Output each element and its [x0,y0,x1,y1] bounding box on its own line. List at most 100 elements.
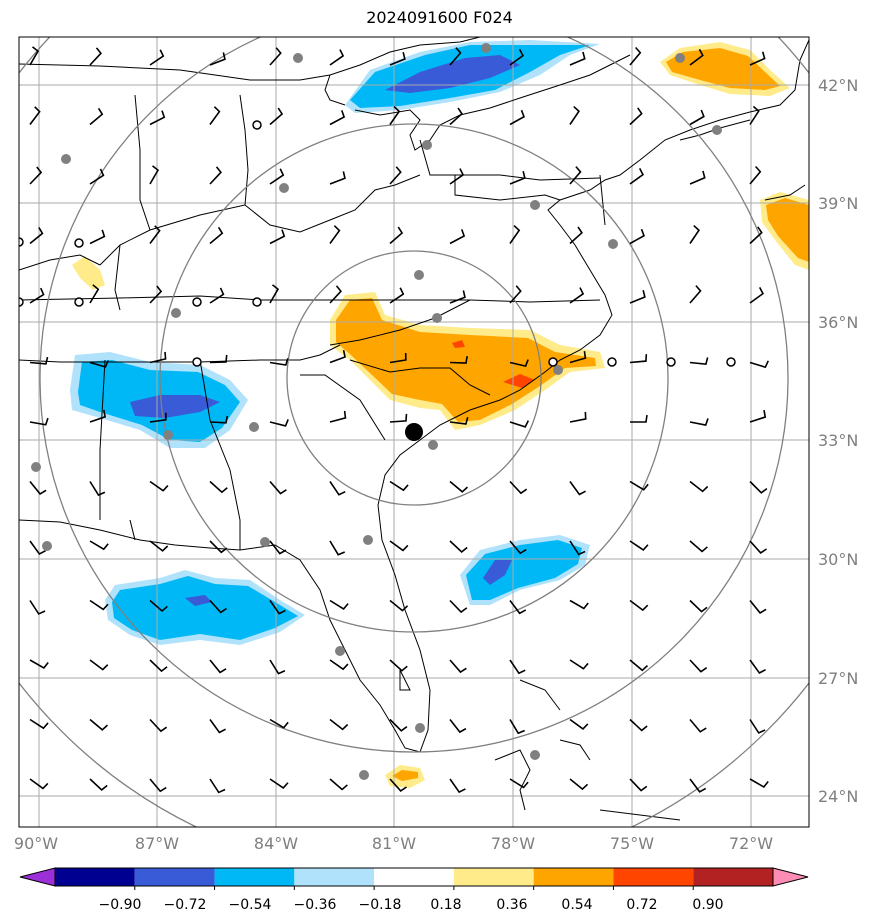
colorbar-extend-low [19,867,56,887]
wind-barb [269,600,286,615]
station-marker-open [192,297,202,307]
wind-barb [329,778,348,791]
wind-barb [389,540,409,552]
colorbar-segment [613,868,694,886]
longitude-labels: 90°W 87°W 84°W 81°W 78°W 75°W 72°W [14,834,773,853]
wind-barb [509,778,529,789]
wind-barb [689,540,708,553]
wind-barb [269,778,289,789]
wind-barb [749,540,767,554]
wind-barb [209,166,222,185]
wind-barb [389,166,402,185]
wind-barb [29,659,49,670]
station-marker [481,43,491,53]
lat-label: 36°N [818,313,858,332]
wind-barb [449,107,463,126]
wind-barb [329,540,346,556]
map-title: 2024091600 F024 [366,8,513,27]
wind-barb [569,718,589,730]
station-marker [171,308,181,318]
wind-barb [209,415,229,424]
colorbar-tick-label: 0.36 [496,897,527,913]
wind-barb [89,778,108,791]
wind-barb [149,49,165,66]
wind-barb [629,290,646,304]
station-marker [428,440,438,450]
station-marker [61,154,71,164]
wind-barb [209,52,226,66]
wind-barb [329,350,346,364]
wind-barb [689,109,705,126]
wind-barb [509,719,526,735]
wind-barb [509,659,526,675]
wind-barb [389,52,406,66]
wind-barb [209,599,227,614]
wind-barb [149,165,160,185]
wind-barb [689,718,707,733]
wind-barb [329,659,349,671]
wind-barb [749,165,762,185]
wind-barb [209,540,228,554]
wind-barb [449,599,468,614]
wind-barb [629,354,648,364]
wind-barb [749,105,760,125]
wind-barb [569,481,586,496]
wind-barb [29,166,43,185]
wind-barb [329,171,346,185]
colorbar-segment [533,868,614,886]
colorbar-segment [134,868,215,886]
station-marker [359,770,369,780]
wind-barb [449,719,467,734]
lon-label: 81°W [372,834,416,853]
wind-barb [449,540,468,553]
station-marker-open [74,238,84,248]
wind-barb [29,287,45,304]
wind-barb [449,416,469,425]
wind-barb [389,718,408,732]
wind-barb [149,718,168,733]
wind-barb [89,718,109,731]
station-marker-open [74,297,84,307]
wind-barb [89,659,109,671]
colorbar-tick-label: 0.72 [626,897,657,913]
station-marker [279,183,289,193]
wind-barb [89,47,102,66]
wind-barb [149,778,167,793]
wind-barb [509,359,529,368]
wind-barb [689,480,709,493]
station-marker-open [252,297,262,307]
wind-barb [689,48,704,66]
wind-barb [569,659,589,670]
wind-barb [569,51,586,66]
colorbar-segment [693,868,773,886]
wind-barb [569,166,582,185]
wind-barb [689,285,702,304]
wind-barb [629,659,649,672]
wind-barb [29,356,49,365]
wind-barb [449,778,466,794]
wind-barb [629,718,648,732]
wind-barb [149,351,167,364]
station-marker [335,646,345,656]
wind-barb [509,109,525,126]
colorbar-tick-label: −0.90 [99,897,142,913]
wind-barb [749,480,768,494]
wind-barb [389,599,409,612]
wind-barb [269,229,286,245]
wind-barb [149,599,168,613]
wind-barb [29,227,44,245]
wind-barb [629,107,643,126]
wind-barb [29,540,46,555]
wind-barb [389,106,401,125]
wind-barb [389,287,405,304]
colorbar [19,867,809,890]
station-marker [530,750,540,760]
wind-barb [569,287,585,304]
wind-barb [509,540,527,555]
wind-barb [689,170,706,185]
wind-barb [29,46,40,66]
station-markers [19,43,736,780]
wind-barb [749,659,766,674]
wind-barb [29,106,41,125]
